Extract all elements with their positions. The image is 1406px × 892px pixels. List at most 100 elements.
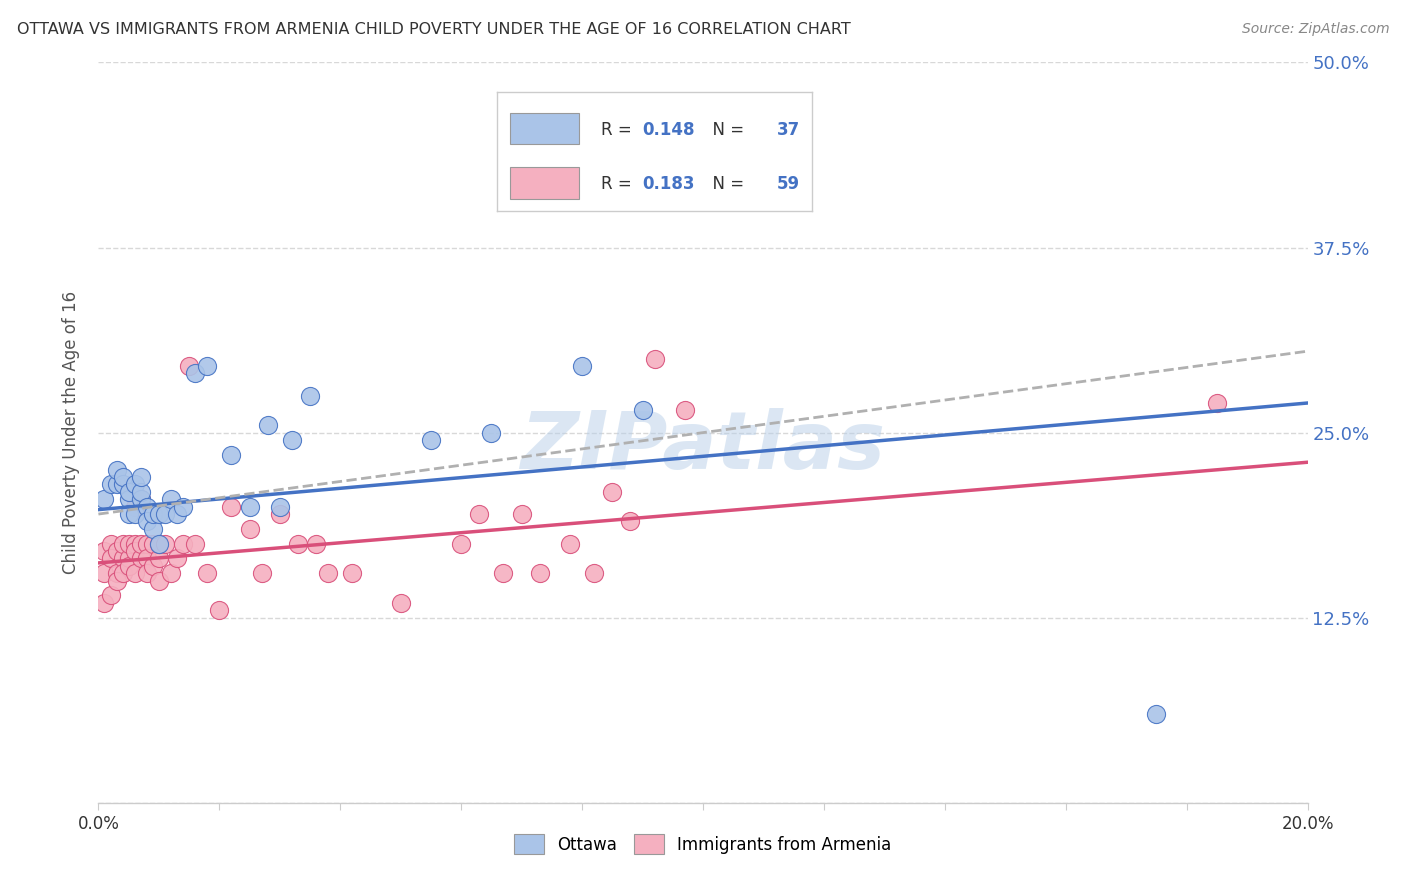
Point	[105, 574, 128, 588]
Point	[105, 477, 128, 491]
Point	[111, 536, 134, 550]
Point	[184, 367, 207, 381]
Point	[172, 536, 194, 550]
Point	[93, 566, 115, 581]
Point	[129, 470, 152, 484]
Y-axis label: Child Poverty Under the Age of 16: Child Poverty Under the Age of 16	[62, 291, 80, 574]
Point	[631, 403, 654, 417]
Point	[619, 515, 641, 529]
Point	[124, 477, 146, 491]
Point	[148, 507, 170, 521]
Point	[153, 507, 176, 521]
Point	[269, 500, 291, 514]
Point	[160, 566, 183, 581]
Point	[100, 536, 122, 550]
Point	[105, 544, 128, 558]
Point	[1206, 396, 1229, 410]
Point	[100, 477, 122, 491]
Point	[342, 566, 364, 581]
Point	[1144, 706, 1167, 721]
Point	[450, 536, 472, 550]
Point	[93, 544, 115, 558]
Point	[195, 359, 218, 373]
Point	[305, 536, 328, 550]
Point	[118, 536, 141, 550]
Point	[510, 507, 533, 521]
Point	[118, 492, 141, 507]
Point	[571, 359, 593, 373]
Point	[481, 425, 503, 440]
Point	[118, 507, 141, 521]
Point	[492, 566, 515, 581]
Point	[93, 492, 115, 507]
Point	[148, 536, 170, 550]
Point	[111, 477, 134, 491]
Point	[583, 566, 606, 581]
Point	[135, 500, 157, 514]
Point	[172, 500, 194, 514]
Point	[135, 536, 157, 550]
Point	[124, 536, 146, 550]
Legend: Ottawa, Immigrants from Armenia: Ottawa, Immigrants from Armenia	[508, 828, 898, 861]
Point	[420, 433, 443, 447]
Point	[269, 507, 291, 521]
Text: OTTAWA VS IMMIGRANTS FROM ARMENIA CHILD POVERTY UNDER THE AGE OF 16 CORRELATION : OTTAWA VS IMMIGRANTS FROM ARMENIA CHILD …	[17, 22, 851, 37]
Point	[118, 558, 141, 573]
Point	[529, 566, 551, 581]
Point	[142, 558, 165, 573]
Point	[250, 566, 273, 581]
Point	[118, 484, 141, 499]
Point	[316, 566, 339, 581]
Point	[111, 551, 134, 566]
Point	[129, 551, 152, 566]
Point	[135, 566, 157, 581]
Point	[602, 484, 624, 499]
Point	[129, 536, 152, 550]
Point	[105, 566, 128, 581]
Point	[93, 596, 115, 610]
Point	[124, 566, 146, 581]
Point	[111, 566, 134, 581]
Point	[208, 603, 231, 617]
Point	[281, 433, 304, 447]
Point	[673, 403, 696, 417]
Point	[142, 522, 165, 536]
Point	[118, 551, 141, 566]
Point	[105, 462, 128, 476]
Point	[166, 507, 188, 521]
Point	[239, 522, 262, 536]
Point	[148, 551, 170, 566]
Point	[142, 507, 165, 521]
Point	[124, 544, 146, 558]
Point	[124, 500, 146, 514]
Point	[179, 359, 201, 373]
Point	[148, 536, 170, 550]
Point	[142, 536, 165, 550]
Point	[124, 507, 146, 521]
Point	[644, 351, 666, 366]
Point	[153, 536, 176, 550]
Point	[287, 536, 309, 550]
Point	[221, 500, 243, 514]
Point	[111, 470, 134, 484]
Point	[100, 589, 122, 603]
Point	[148, 574, 170, 588]
Point	[160, 492, 183, 507]
Point	[135, 515, 157, 529]
Point	[129, 484, 152, 499]
Point	[129, 492, 152, 507]
Point	[184, 536, 207, 550]
Text: Source: ZipAtlas.com: Source: ZipAtlas.com	[1241, 22, 1389, 37]
Point	[239, 500, 262, 514]
Point	[468, 507, 491, 521]
Point	[166, 551, 188, 566]
Point	[299, 388, 322, 402]
Point	[100, 551, 122, 566]
Point	[195, 566, 218, 581]
Point	[389, 596, 412, 610]
Point	[135, 551, 157, 566]
Text: ZIPatlas: ZIPatlas	[520, 409, 886, 486]
Point	[221, 448, 243, 462]
Point	[256, 418, 278, 433]
Point	[129, 492, 152, 507]
